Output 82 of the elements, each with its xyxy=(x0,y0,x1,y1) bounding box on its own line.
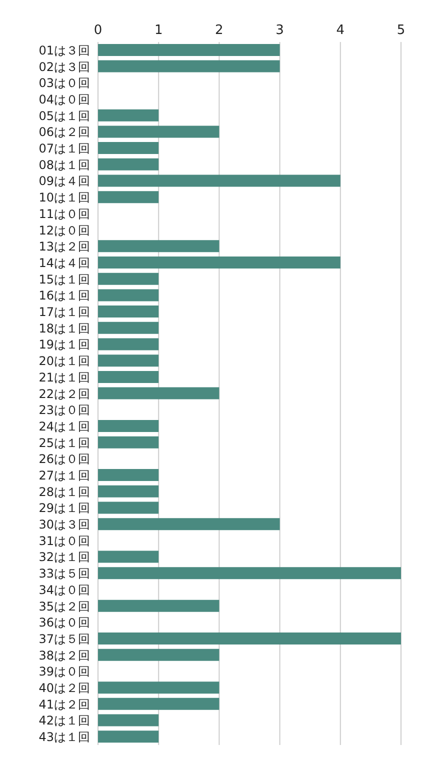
bar xyxy=(98,485,159,498)
y-tick-label: 19は１回 xyxy=(38,338,90,352)
y-tick-label: 24は１回 xyxy=(38,419,90,434)
y-tick-label: 20は１回 xyxy=(38,354,90,368)
x-tick-label: 4 xyxy=(336,23,345,38)
bar xyxy=(98,240,220,252)
bar xyxy=(98,502,159,514)
bar xyxy=(98,338,159,350)
y-tick-label: 02は３回 xyxy=(38,60,90,74)
y-tick-label: 40は２回 xyxy=(38,681,90,696)
y-tick-label: 34は０回 xyxy=(38,582,90,597)
y-tick-label: 32は１回 xyxy=(38,550,90,564)
y-tick-label: 10は１回 xyxy=(38,190,90,205)
y-tick-label: 13は２回 xyxy=(38,240,90,254)
bar xyxy=(98,698,220,710)
y-tick-label: 12は０回 xyxy=(38,223,90,238)
bar xyxy=(98,142,159,154)
bar xyxy=(98,387,220,400)
y-tick-label: 21は１回 xyxy=(38,370,90,384)
y-tick-label: 29は１回 xyxy=(38,501,90,516)
y-tick-label: 22は２回 xyxy=(38,386,90,401)
y-tick-label: 11は０回 xyxy=(38,206,90,221)
bar xyxy=(98,370,159,383)
y-tick-label: 27は１回 xyxy=(38,468,90,483)
y-tick-label: 17は１回 xyxy=(38,305,90,320)
bar xyxy=(98,322,159,334)
bar xyxy=(98,289,159,302)
bar xyxy=(98,420,159,432)
y-tick-label: 38は２回 xyxy=(38,648,90,662)
y-tick-label: 05は１回 xyxy=(38,108,90,123)
bar xyxy=(98,567,401,580)
y-tick-label: 41は２回 xyxy=(38,697,90,712)
bar xyxy=(98,109,159,122)
y-tick-label: 07は１回 xyxy=(38,142,90,156)
x-tick-label: 0 xyxy=(94,23,102,38)
bar xyxy=(98,354,159,367)
y-tick-label: 42は１回 xyxy=(38,714,90,728)
y-tick-label: 15は１回 xyxy=(38,272,90,286)
y-tick-label: 35は２回 xyxy=(38,599,90,614)
bar xyxy=(98,256,340,268)
y-tick-label: 16は１回 xyxy=(38,288,90,303)
y-tick-label: 01は３回 xyxy=(38,43,90,58)
y-tick-label: 09は４回 xyxy=(38,174,90,188)
y-tick-label: 14は４回 xyxy=(38,256,90,270)
y-tick-label: 31は０回 xyxy=(38,534,90,548)
bar xyxy=(98,60,280,72)
y-tick-label: 06は２回 xyxy=(38,125,90,140)
bar xyxy=(98,469,159,482)
bar xyxy=(98,158,159,170)
y-tick-label: 18は１回 xyxy=(38,321,90,336)
y-tick-label: 28は１回 xyxy=(38,484,90,499)
y-tick-label: 26は０回 xyxy=(38,452,90,466)
y-tick-label: 33は５回 xyxy=(38,566,90,581)
y-tick-label: 37は５回 xyxy=(38,632,90,646)
bar xyxy=(98,518,280,530)
x-tick-label: 5 xyxy=(396,23,406,38)
y-tick-label: 03は０回 xyxy=(38,76,90,90)
y-tick-label: 25は１回 xyxy=(38,436,90,450)
bar xyxy=(98,714,159,726)
x-tick-label: 2 xyxy=(215,23,224,38)
bar xyxy=(98,126,220,138)
bar xyxy=(98,44,280,56)
bar xyxy=(98,306,159,318)
bar xyxy=(98,174,340,187)
bar xyxy=(98,272,159,285)
bar xyxy=(98,648,220,661)
y-tick-label: 43は１回 xyxy=(38,730,90,744)
bar xyxy=(98,600,220,612)
bar xyxy=(98,682,220,694)
x-tick-label: 3 xyxy=(276,23,284,38)
y-tick-label: 04は０回 xyxy=(38,92,90,106)
y-tick-label: 39は０回 xyxy=(38,664,90,679)
bar xyxy=(98,191,159,204)
bar xyxy=(98,632,401,645)
y-tick-label: 30は３回 xyxy=(38,518,90,532)
y-tick-label: 08は１回 xyxy=(38,158,90,172)
bar xyxy=(98,730,159,743)
x-tick-label: 1 xyxy=(154,23,163,38)
y-tick-label: 36は０回 xyxy=(38,616,90,630)
bar xyxy=(98,436,159,448)
bar xyxy=(98,550,159,563)
y-tick-label: 23は０回 xyxy=(38,403,90,418)
